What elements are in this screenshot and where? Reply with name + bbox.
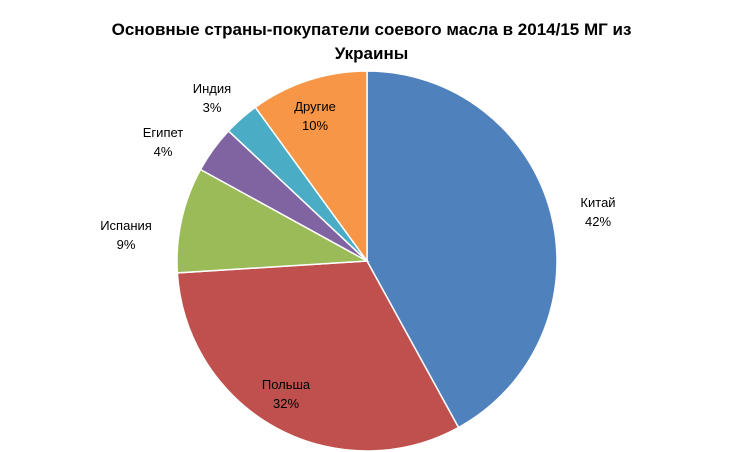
pie-slice-2: [176, 260, 460, 452]
data-label-category: Испания: [100, 218, 152, 233]
data-label-category: Китай: [580, 195, 615, 210]
data-label-percent: 9%: [117, 237, 136, 252]
data-label-percent: 42%: [585, 214, 611, 229]
chart-title: Основные страны-покупатели соевого масла…: [0, 18, 743, 66]
pie-slice-1: [366, 70, 558, 429]
data-label-4: Египет 4%: [143, 125, 184, 159]
data-label-3: Испания 9%: [100, 218, 152, 252]
data-label-1: Китай 42%: [580, 195, 615, 229]
data-label-category: Индия: [193, 81, 231, 96]
data-label-category: Египет: [143, 125, 184, 140]
data-label-percent: 10%: [302, 118, 328, 133]
pie-slice-6: [254, 70, 368, 264]
data-label-2: Польша 32%: [262, 377, 311, 411]
data-label-percent: 3%: [203, 100, 222, 115]
data-label-5: Индия 3%: [193, 81, 231, 115]
data-label-category: Другие: [294, 99, 336, 114]
data-label-category: Польша: [262, 377, 311, 392]
data-label-percent: 4%: [154, 144, 173, 159]
chart-title-text: Основные страны-покупатели соевого масла…: [111, 20, 632, 63]
data-label-percent: 32%: [273, 396, 299, 411]
data-label-6: Другие 10%: [294, 99, 336, 133]
pie-slice-3: [176, 168, 370, 274]
